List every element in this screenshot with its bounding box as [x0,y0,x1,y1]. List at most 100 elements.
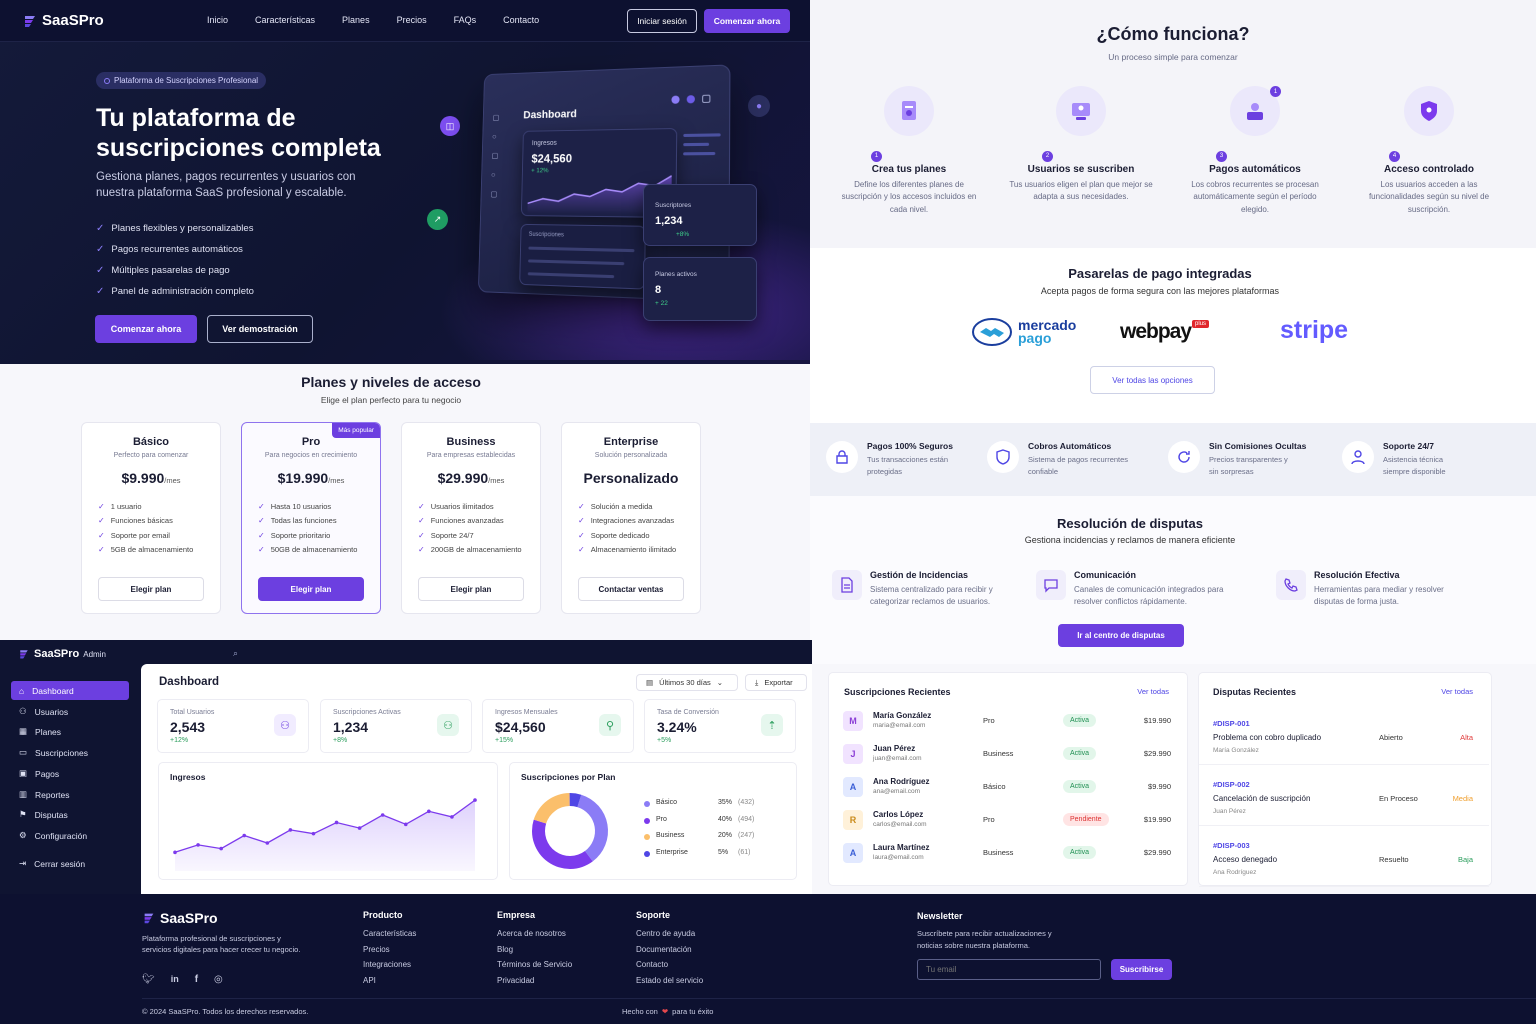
footer-link[interactable]: Acerca de nosotros [497,929,566,938]
dispute-row[interactable]: #DISP-003 Acceso denegado Ana Rodríguez Res… [1199,827,1489,887]
made-with-love: Hecho con ❤ para tu éxito [622,1007,713,1016]
income-point[interactable] [450,815,454,819]
sidebar-item-disputas[interactable]: ⚑ Disputas [11,805,129,824]
dispute-center-button[interactable]: Ir al centro de disputas [1058,624,1184,647]
footer-link[interactable]: Precios [363,944,390,954]
nav-link-precios[interactable]: Precios [396,15,427,25]
dispute-user: María González [1213,747,1259,754]
income-point[interactable] [311,831,316,836]
nav-link-inicio[interactable]: Inicio [207,15,229,25]
subscribe-button[interactable]: Suscribirse [1111,959,1172,980]
plan-feature-text: 1 usuario [110,501,142,511]
login-button[interactable]: Iniciar sesión [627,9,697,33]
stat-card-subscriptions: Suscripciones Activas 1,234 +8% ⚇ [320,699,472,753]
view-all-subs-link[interactable]: Ver todas [1137,687,1169,696]
dispute-row[interactable]: #DISP-001 Problema con cobro duplicado Mar… [1199,705,1489,765]
view-all-disputes-link[interactable]: Ver todas [1441,687,1473,696]
choose-plan-button[interactable]: Elegir plan [258,577,364,601]
sidebar-item-pagos[interactable]: ▣ Pagos [11,764,129,783]
footer-brand[interactable]: SaaSPro [142,910,218,926]
footer-link[interactable]: Blog [497,944,514,954]
hero-feature-text: Múltiples pasarelas de pago [111,265,230,276]
webpay-logo[interactable]: webpay plus [1120,320,1210,344]
subscription-row[interactable]: M María González maria@email.com Pro Activa $… [829,705,1185,738]
admin-brand[interactable]: SaaSPro Admin [18,648,106,660]
subscription-row[interactable]: A Ana Rodríguez ana@email.com Básico Activa $… [829,771,1185,804]
dispute-feature: Comunicación Canales de comunicación inte… [1036,570,1224,608]
status-badge: Pendiente [1063,813,1109,826]
footer-link[interactable]: Términos de Servicio [497,960,573,969]
nav-link-planes[interactable]: Planes [342,15,370,25]
contact-sales-button[interactable]: Contactar ventas [578,577,684,601]
choose-plan-button[interactable]: Elegir plan [418,577,524,601]
recent-subs-title: Suscripciones Recientes [844,687,951,697]
search-icon[interactable]: ⌕ [233,648,239,658]
document-icon [884,86,934,136]
subscription-row[interactable]: R Carlos López carlos@email.com Pro Pendient… [829,804,1185,837]
newsletter-email-input[interactable] [917,959,1101,980]
income-point[interactable] [357,826,362,830]
footer-link[interactable]: Centro de ayuda [636,929,696,938]
nav-cta-button[interactable]: Comenzar ahora [704,9,790,33]
all-payments-button[interactable]: Ver todas las opciones [1090,366,1215,394]
check-icon: ✓ [96,223,105,234]
legend-count: (247) [738,832,755,839]
income-point[interactable] [242,833,247,838]
subscription-row[interactable]: J Juan Pérez juan@email.com Business Activa $… [829,738,1185,771]
income-point[interactable] [288,828,293,832]
twitter-icon[interactable]: 🐦︎ [142,974,155,985]
sidebar-item-planes[interactable]: ▦ Planes [11,722,129,741]
sidebar-item-reportes[interactable]: ▥ Reportes [11,785,129,804]
export-button[interactable]: ⤓ Exportar [745,674,807,691]
income-point[interactable] [334,820,339,825]
hero-cta-button[interactable]: Comenzar ahora [95,315,197,343]
mock-bar [683,142,710,147]
footer-link[interactable]: Integraciones [363,960,412,969]
date-range-select[interactable]: ▤ Últimos 30 días ⌄ [636,674,738,691]
footer-link[interactable]: Estado del servicio [636,975,704,985]
mercadopago-logo[interactable]: mercado pago [972,318,1076,346]
payments-title: Pasarelas de pago integradas [1068,266,1252,281]
sidebar-item-suscripciones[interactable]: ▭ Suscripciones [11,743,129,762]
choose-plan-button[interactable]: Elegir plan [98,577,204,601]
demo-button[interactable]: Ver demostración [207,315,313,343]
footer-link[interactable]: API [363,975,376,985]
donut-slice-pro[interactable] [532,819,593,869]
hero-feature: ✓ Panel de administración completo [96,281,254,302]
nav-link-caracteristicas[interactable]: Características [255,15,316,25]
brand-logo[interactable]: SaaSPro [22,12,104,29]
income-point[interactable] [427,809,431,814]
check-icon: ✓ [96,244,105,255]
donut-slice-enterprise[interactable] [569,793,582,808]
dispute-row[interactable]: #DISP-002 Cancelación de suscripción Juan … [1199,766,1489,826]
step-title: Acceso controlado [1383,163,1475,175]
nav-link-faqs[interactable]: FAQs [453,15,477,25]
donut-slice-business[interactable] [533,793,570,824]
logout-button[interactable]: ⇥ Cerrar sesión [11,854,129,873]
chat-icon [1036,570,1066,600]
logo-icon [144,913,154,924]
subscription-row[interactable]: A Laura Martínez laura@email.com Business Ac… [829,837,1185,870]
facebook-icon[interactable]: f [194,974,199,985]
instagram-icon[interactable]: ◎ [214,974,223,985]
donut-slice-bsico[interactable] [577,794,608,862]
footer-desc: Plataforma profesional de suscripciones … [142,934,301,954]
income-point[interactable] [219,846,223,851]
stripe-logo[interactable]: stripe [1280,316,1349,344]
footer-link[interactable]: Privacidad [497,975,535,985]
footer-link[interactable]: Documentación [636,944,692,954]
income-point[interactable] [196,843,200,847]
footer-link[interactable]: Características [363,929,417,938]
linkedin-icon[interactable]: in [170,974,179,984]
income-point[interactable] [403,822,408,827]
footer-link[interactable]: Contacto [636,960,669,969]
sidebar-item-configuracion[interactable]: ⚙ Configuración [11,826,129,845]
income-point[interactable] [380,813,385,817]
income-point[interactable] [173,850,177,855]
nav-link-contacto[interactable]: Contacto [503,15,540,25]
sidebar-item-dashboard[interactable]: ⌂ Dashboard [11,681,129,700]
sidebar-item-label: Planes [35,726,62,737]
income-point[interactable] [473,798,477,802]
sidebar-item-usuarios[interactable]: ⚇ Usuarios [11,702,129,721]
income-point[interactable] [265,841,270,845]
